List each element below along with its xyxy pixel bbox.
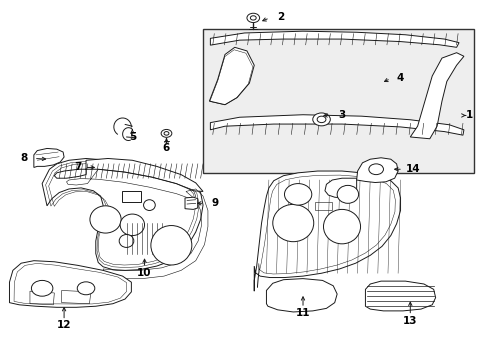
Ellipse shape: [312, 113, 330, 126]
Ellipse shape: [368, 164, 383, 175]
Ellipse shape: [272, 204, 313, 242]
Ellipse shape: [246, 13, 259, 23]
Ellipse shape: [151, 226, 191, 265]
Text: 1: 1: [465, 111, 472, 121]
Ellipse shape: [161, 130, 171, 137]
Polygon shape: [356, 158, 397, 183]
Ellipse shape: [163, 132, 168, 135]
Text: 3: 3: [338, 111, 345, 121]
Text: 13: 13: [402, 316, 417, 325]
Ellipse shape: [284, 184, 311, 205]
Text: 7: 7: [74, 162, 81, 172]
Ellipse shape: [317, 116, 325, 123]
Polygon shape: [210, 115, 463, 135]
Polygon shape: [42, 158, 203, 270]
Ellipse shape: [119, 234, 134, 247]
Polygon shape: [266, 279, 336, 312]
Polygon shape: [184, 197, 197, 210]
Text: 9: 9: [211, 198, 218, 208]
Polygon shape: [254, 171, 400, 291]
Text: 2: 2: [277, 12, 284, 22]
Text: 12: 12: [57, 320, 71, 330]
Polygon shape: [325, 178, 356, 198]
Text: 6: 6: [163, 143, 170, 153]
Polygon shape: [210, 31, 458, 47]
Text: 14: 14: [405, 164, 419, 174]
Bar: [203, 30, 473, 173]
Text: 10: 10: [137, 268, 151, 278]
Polygon shape: [409, 53, 463, 139]
Text: 4: 4: [396, 73, 404, 83]
Polygon shape: [9, 261, 131, 307]
Ellipse shape: [90, 206, 121, 233]
Polygon shape: [54, 158, 203, 192]
Text: 5: 5: [128, 132, 136, 142]
Polygon shape: [209, 47, 254, 105]
Ellipse shape: [336, 185, 358, 203]
Text: 8: 8: [20, 153, 28, 163]
Text: 11: 11: [295, 309, 309, 318]
Ellipse shape: [143, 200, 155, 211]
Polygon shape: [34, 148, 64, 167]
Ellipse shape: [77, 282, 95, 295]
Polygon shape: [122, 191, 141, 202]
Ellipse shape: [323, 210, 360, 244]
Ellipse shape: [250, 16, 256, 20]
Ellipse shape: [120, 214, 144, 235]
Ellipse shape: [31, 280, 53, 296]
Polygon shape: [365, 281, 435, 311]
